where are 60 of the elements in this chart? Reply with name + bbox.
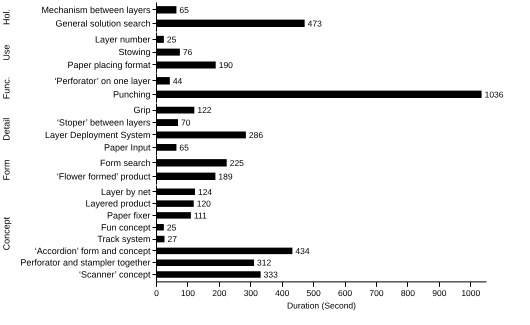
y-tick-label: ‘Scanner’ concept [78,270,151,280]
x-tick-label: 800 [400,288,416,298]
x-tick-label: 700 [369,288,384,298]
data-label: 434 [295,246,310,256]
data-label: 76 [182,47,193,58]
data-label: 473 [308,18,322,28]
y-axis-title: Detail [2,118,12,141]
data-label: 44 [172,76,183,86]
y-axis-title: Hol. [2,9,12,26]
y-axis-title: Form [2,160,12,181]
x-tick-label: 1000 [461,288,481,298]
y-tick-label: ‘Perforator’ on one layer [54,76,150,86]
y-axis-title: Use [2,44,12,61]
y-axis-title: Concept [2,216,12,250]
y-tick-label: Grip [133,105,150,116]
y-tick-label: Layer Deployment System [44,130,150,140]
y-tick-label: Punching [112,89,150,100]
x-tick-label: 900 [432,288,447,298]
data-label: 70 [181,118,191,128]
y-tick-label: Layer number [94,34,150,44]
data-label: 25 [166,222,177,232]
y-tick-label: General solution search [55,18,150,28]
x-axis-title: Duration (Second) [287,300,356,310]
data-label: 1036 [484,89,504,100]
data-label: 25 [166,34,177,44]
data-label: 312 [257,258,272,268]
data-label: 65 [179,4,190,15]
x-tick-label: 400 [275,288,290,298]
y-tick-label: Stowing [118,47,150,58]
y-tick-label: ‘Accordion’ form and concept [34,246,151,256]
y-tick-label: Form search [100,158,150,168]
y-tick-label: Layer by net [100,186,151,197]
x-tick-label: 500 [306,288,322,298]
data-label: 111 [194,210,208,220]
data-label: 122 [197,105,212,116]
data-label: 225 [230,158,244,168]
y-tick-label: Paper Input [104,142,151,152]
x-tick-label: 100 [180,288,196,298]
data-label: 333 [264,270,278,280]
y-tick-label: ‘Flower formed’ product [56,171,151,182]
data-label: 65 [179,142,190,152]
x-tick-label: 200 [212,288,227,298]
y-tick-label: Paper fixer [106,210,150,220]
x-tick-label: 300 [244,288,258,298]
y-tick-label: ‘Stoper’ between layers [56,118,151,128]
data-label: 189 [218,171,233,182]
y-tick-label: Fun concept [100,222,151,232]
data-label: 124 [198,186,212,197]
data-label: 27 [167,234,178,244]
data-label: 190 [218,60,234,70]
y-axis-title: Func. [2,76,12,100]
y-tick-label: Perforator and stampler together [20,258,150,268]
y-tick-label: Mechanism between layers [41,4,151,15]
data-label: 286 [248,130,264,140]
y-tick-label: Paper placing format [67,60,151,70]
y-tick-label: Layered product [85,198,151,209]
y-tick-label: Track system [97,234,150,244]
data-label: 120 [196,198,212,209]
x-tick-label: 600 [338,288,352,298]
x-tick-label: 0 [154,288,160,298]
